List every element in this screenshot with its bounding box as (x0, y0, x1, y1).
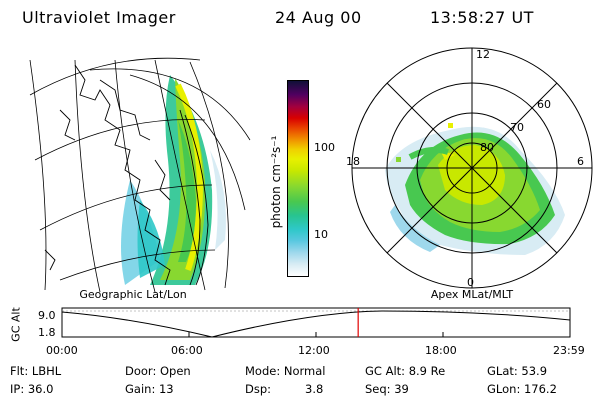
mlt-label-12: 12 (476, 48, 490, 61)
right-map-label: Apex MLat/MLT (431, 288, 514, 301)
mlt-label-18: 18 (346, 155, 360, 168)
timeline-tick-1: 06:00 (171, 344, 203, 357)
aurora-emission-geo (121, 75, 226, 285)
mlat-label-70: 70 (510, 121, 524, 134)
geo-graticule (29, 57, 251, 293)
app-title: Ultraviolet Imager (22, 8, 176, 27)
timeline-ymax: 9.0 (38, 309, 56, 322)
mlt-label-0: 0 (467, 276, 474, 289)
altitude-curve (61, 310, 571, 338)
filter-readout: Flt: LBHL (10, 364, 62, 378)
timeline-tick-0: 00:00 (46, 344, 78, 357)
timeline-tick-2: 12:00 (298, 344, 330, 357)
gc-alt-readout: GC Alt: 8.9 Re (365, 364, 446, 378)
timeline-tick-3: 18:00 (425, 344, 457, 357)
mode-readout: Mode: Normal (245, 364, 326, 378)
timeline-ylabel: GC Alt (9, 307, 23, 342)
coastlines (44, 64, 209, 286)
colorbar (287, 80, 309, 277)
mlt-label-6: 6 (577, 155, 584, 168)
colorbar-tick-100: 100 (314, 141, 335, 154)
polar-grid (351, 47, 593, 289)
left-map-label: Geographic Lat/Lon (79, 288, 186, 301)
dsp-value: 3.8 (305, 382, 324, 396)
aurora-emission-polar (385, 123, 565, 256)
date-label: 24 Aug 00 (275, 8, 362, 27)
dsp-label: Dsp: (245, 382, 272, 396)
timeline-tick-4: 23:59 (553, 344, 585, 357)
gain-readout: Gain: 13 (125, 382, 174, 396)
ip-readout: IP: 36.0 (10, 382, 54, 396)
timeline-ymin: 1.8 (38, 326, 56, 339)
glat-readout: GLat: 53.9 (487, 364, 548, 378)
orbit-altitude-plot (61, 307, 571, 338)
mlat-label-80: 80 (480, 141, 494, 154)
glon-readout: GLon: 176.2 (487, 382, 557, 396)
colorbar-gradient (288, 81, 308, 276)
colorbar-unit-label: photon cm⁻²s⁻¹ (269, 135, 283, 229)
time-label: 13:58:27 UT (430, 8, 534, 27)
door-readout: Door: Open (125, 364, 191, 378)
seq-readout: Seq: 39 (365, 382, 409, 396)
colorbar-tick-10: 10 (314, 228, 328, 241)
mlat-label-60: 60 (537, 98, 551, 111)
